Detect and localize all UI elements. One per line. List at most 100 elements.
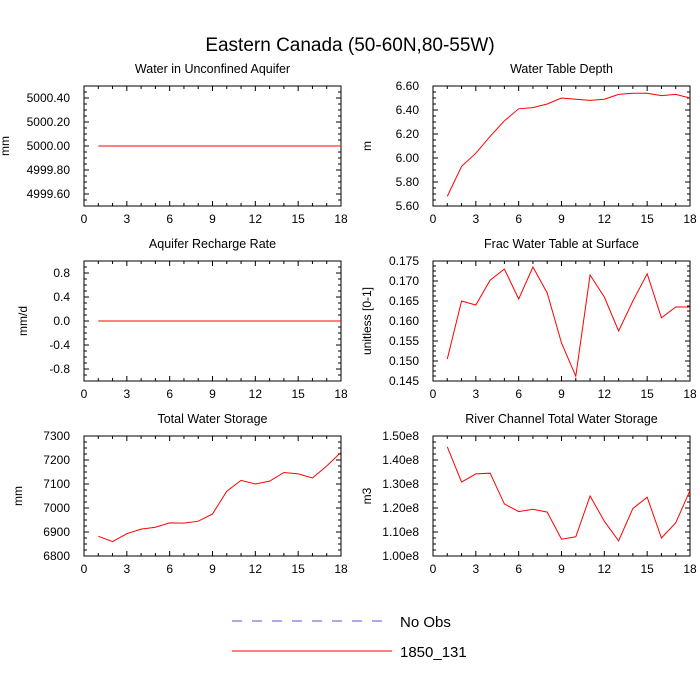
x-tick-label: 0: [430, 212, 437, 226]
y-axis-label: mm/d: [16, 306, 30, 336]
y-tick-label: 5.80: [396, 175, 420, 189]
y-tick-label: 6.20: [396, 127, 420, 141]
y-tick-label: 7200: [43, 453, 70, 467]
y-tick-label: 1.10e8: [382, 525, 419, 539]
y-tick-label: 0.160: [389, 314, 419, 328]
x-tick-label: 15: [291, 562, 305, 576]
y-tick-label: 7000: [43, 501, 70, 515]
y-tick-label: 5.60: [396, 199, 420, 213]
x-tick-label: 15: [640, 562, 654, 576]
plot-frame: [432, 260, 691, 382]
x-tick-label: 3: [123, 562, 130, 576]
x-tick-label: 18: [334, 562, 348, 576]
panel-title: Aquifer Recharge Rate: [149, 237, 276, 251]
y-tick-label: 7300: [43, 429, 70, 443]
y-tick-label: 5000.40: [27, 91, 71, 105]
y-tick-label: 1.20e8: [382, 501, 419, 515]
x-tick-label: 6: [515, 212, 522, 226]
x-tick-label: 18: [683, 562, 697, 576]
y-axis-label: mm: [0, 136, 12, 156]
panel-title: River Channel Total Water Storage: [465, 412, 658, 426]
x-tick-label: 12: [598, 387, 612, 401]
y-tick-label: 6.60: [396, 79, 420, 93]
plot-frame: [432, 435, 691, 557]
x-tick-label: 15: [291, 387, 305, 401]
x-tick-label: 15: [640, 387, 654, 401]
x-tick-label: 15: [640, 212, 654, 226]
y-tick-label: 5000.00: [27, 139, 71, 153]
panel-water-table-depth: Water Table Depth 0 3 6 9 12 15 18 5.60 5.80 6.00 6…: [360, 62, 697, 226]
series-line-1850-131: [446, 92, 691, 197]
x-tick-label: 18: [683, 212, 697, 226]
legend-1850-131-label: 1850_131: [400, 644, 467, 661]
y-tick-label: -0.8: [49, 362, 70, 376]
y-tick-label: 0.150: [389, 354, 419, 368]
panel-title: Water Table Depth: [510, 62, 613, 76]
series-line-1850-131: [446, 446, 691, 542]
series-line-1850-131: [446, 265, 690, 379]
x-tick-label: 0: [81, 212, 88, 226]
y-tick-label: 0.175: [389, 254, 419, 268]
panel-water-in-unconfined-aquifer: Water in Unconfined Aquifer 0 3 6 9 12 15 18 499…: [0, 62, 348, 226]
y-tick-label: 1.00e8: [382, 549, 419, 563]
plot-frame: [83, 435, 342, 557]
plot-frame: [432, 85, 691, 207]
y-axis-label: m3: [360, 487, 374, 504]
x-tick-label: 18: [334, 387, 348, 401]
y-tick-label: 5000.20: [27, 115, 71, 129]
legend: No Obs 1850_131: [232, 614, 467, 661]
x-tick-label: 9: [209, 212, 216, 226]
panel-title: Water in Unconfined Aquifer: [135, 62, 290, 76]
y-tick-label: 1.50e8: [382, 429, 419, 443]
figure-title: Eastern Canada (50-60N,80-55W): [205, 35, 494, 56]
panel-title: Total Water Storage: [157, 412, 267, 426]
x-tick-label: 6: [166, 212, 173, 226]
x-tick-label: 12: [249, 212, 263, 226]
legend-no-obs-label: No Obs: [400, 614, 451, 631]
x-tick-label: 0: [430, 387, 437, 401]
x-tick-label: 9: [558, 212, 565, 226]
y-tick-label: 0.4: [53, 290, 70, 304]
x-tick-label: 3: [472, 387, 479, 401]
panel-frac-water-table-at-surface: Frac Water Table at Surface 0 3 6 9 12 15 18 0.1…: [360, 237, 697, 401]
y-tick-label: 6.00: [396, 151, 420, 165]
y-tick-label: -0.4: [49, 338, 70, 352]
y-axis-label: mm: [11, 486, 25, 506]
y-tick-label: 1.40e8: [382, 453, 419, 467]
y-tick-label: 0.155: [389, 334, 419, 348]
x-tick-label: 18: [334, 212, 348, 226]
x-tick-label: 3: [472, 562, 479, 576]
x-tick-label: 12: [249, 562, 263, 576]
y-tick-label: 6900: [43, 525, 70, 539]
x-tick-label: 6: [515, 387, 522, 401]
y-tick-label: 4999.60: [27, 187, 71, 201]
panels: Water in Unconfined Aquifer 0 3 6 9 12 15 18 499…: [0, 62, 697, 576]
panel-title: Frac Water Table at Surface: [484, 237, 639, 251]
x-tick-label: 6: [166, 562, 173, 576]
x-tick-label: 9: [209, 562, 216, 576]
y-tick-label: 0.165: [389, 294, 419, 308]
y-tick-label: 0.0: [53, 314, 70, 328]
x-tick-label: 9: [558, 387, 565, 401]
panel-river-channel-total-water-storage: River Channel Total Water Storage 0 3 6 9 12 1…: [360, 412, 697, 576]
x-tick-label: 3: [123, 387, 130, 401]
y-tick-label: 0.145: [389, 374, 419, 388]
y-tick-label: 0.8: [53, 266, 70, 280]
panel-total-water-storage: Total Water Storage 0 3 6 9 12 15 18 6800 6900 700…: [11, 412, 348, 576]
y-tick-label: 6.40: [396, 103, 420, 117]
y-tick-label: 6800: [43, 549, 70, 563]
x-tick-label: 0: [81, 562, 88, 576]
x-tick-label: 12: [598, 562, 612, 576]
x-tick-label: 9: [558, 562, 565, 576]
x-tick-label: 12: [598, 212, 612, 226]
x-tick-label: 0: [81, 387, 88, 401]
series-line-1850-131: [98, 451, 342, 543]
panel-aquifer-recharge-rate: Aquifer Recharge Rate 0 3 6 9 12 15 18 -0.8 -0.4 0…: [16, 237, 348, 401]
y-axis-label: m: [360, 141, 374, 151]
x-tick-label: 15: [291, 212, 305, 226]
y-axis-label: unitless [0-1]: [360, 287, 374, 355]
x-tick-label: 3: [123, 212, 130, 226]
x-tick-label: 0: [430, 562, 437, 576]
x-tick-label: 3: [472, 212, 479, 226]
